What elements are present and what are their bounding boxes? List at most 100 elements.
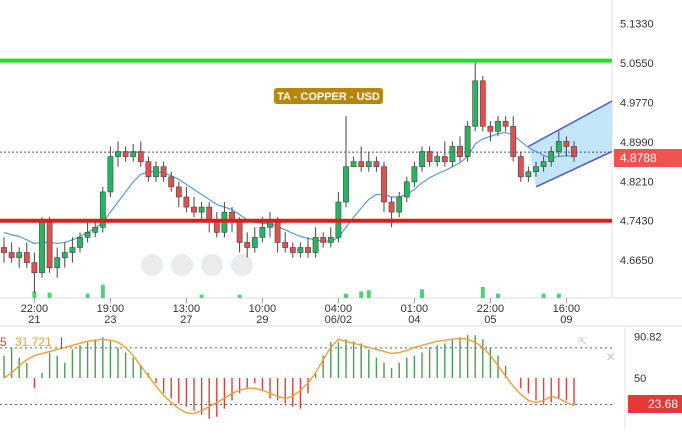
candle-down-body xyxy=(191,206,197,213)
time-tick-label: 13:00 xyxy=(173,303,201,315)
candle xyxy=(130,143,137,162)
date-tick-label: 21 xyxy=(28,314,40,326)
candle-up-body xyxy=(297,247,304,253)
candle-up-body xyxy=(92,226,99,233)
candle-down-body xyxy=(168,176,175,188)
candle-up-body xyxy=(495,120,501,132)
candle xyxy=(175,181,182,208)
candle-down-body xyxy=(282,242,289,248)
trend-channel-upper-line xyxy=(528,100,613,148)
candle xyxy=(472,60,479,132)
volume-bar xyxy=(32,291,37,298)
candle-down-body xyxy=(289,247,296,253)
candle xyxy=(495,116,501,137)
price-tick-label: 5.1330 xyxy=(620,19,654,31)
candle-up-body xyxy=(464,125,471,157)
candle xyxy=(373,156,380,172)
candle xyxy=(343,116,349,208)
volume-bar xyxy=(366,290,371,298)
candle-down-body xyxy=(31,262,38,274)
date-tick-label: 06/02 xyxy=(325,314,353,326)
candle-down-body xyxy=(122,151,129,157)
time-tick-label: 10:00 xyxy=(249,303,277,315)
candle-up-body xyxy=(419,151,425,167)
price-tick-label: 4.9770 xyxy=(620,98,654,110)
date-tick-label: 29 xyxy=(256,314,268,326)
candle xyxy=(107,146,114,197)
candle xyxy=(153,161,159,182)
candle-down-body xyxy=(373,161,380,167)
candle xyxy=(282,232,289,253)
candle-up-body xyxy=(198,206,205,213)
candle xyxy=(571,141,577,162)
oscillator-value-bg xyxy=(628,395,682,413)
price-tick-label: 4.7430 xyxy=(620,216,654,228)
nav-left-icon[interactable] xyxy=(141,254,163,276)
candle xyxy=(46,217,53,273)
close-icon[interactable]: × xyxy=(606,349,615,366)
candle-up-body xyxy=(61,252,68,258)
candle xyxy=(61,242,68,268)
volume-bar xyxy=(480,287,485,298)
candle-up-body xyxy=(396,196,403,213)
candle-down-body xyxy=(571,146,577,157)
oscillator-signal-line xyxy=(3,337,575,415)
candle-up-body xyxy=(365,161,372,167)
candle xyxy=(99,186,106,233)
date-tick-label: 27 xyxy=(180,314,192,326)
candle xyxy=(160,161,167,182)
candle xyxy=(168,171,175,192)
date-tick-label: 05 xyxy=(484,314,496,326)
candle xyxy=(426,146,433,167)
oscillator-current-value: 23.68 xyxy=(648,397,678,411)
candle xyxy=(533,161,539,177)
candle-up-body xyxy=(472,80,479,127)
date-tick-label: 09 xyxy=(560,314,572,326)
trend-channel-lower-line xyxy=(535,150,613,188)
price-tick-label: 4.8990 xyxy=(620,137,654,149)
candle-down-body xyxy=(137,151,144,162)
candle xyxy=(381,161,387,213)
candle xyxy=(312,227,319,258)
candle-down-body xyxy=(381,166,387,203)
volume-bar xyxy=(420,289,424,298)
candle-up-body xyxy=(84,232,91,238)
candle xyxy=(320,232,327,248)
candle-down-body xyxy=(563,141,570,147)
candle xyxy=(54,247,61,278)
candle xyxy=(540,156,547,172)
candle-up-body xyxy=(99,191,106,228)
candle-up-body xyxy=(267,221,273,228)
candle xyxy=(419,146,425,172)
candle xyxy=(69,237,76,263)
candle xyxy=(84,222,91,243)
volume-bar xyxy=(496,293,500,298)
oscillator-value-badge: 23.68 xyxy=(628,395,682,413)
candle-down-body xyxy=(274,221,281,243)
candle xyxy=(502,116,509,132)
candle xyxy=(449,141,456,167)
nav-right-icon[interactable] xyxy=(231,254,253,276)
candle-up-body xyxy=(434,156,441,162)
time-tick-label: 01:00 xyxy=(401,303,429,315)
date-tick-label: 04 xyxy=(408,314,420,326)
volume-bar xyxy=(237,294,242,298)
candle-up-body xyxy=(69,247,76,253)
candle xyxy=(441,141,448,167)
nav-zoom-icon[interactable] xyxy=(201,254,223,276)
candle-up-body xyxy=(312,237,319,253)
candle-down-body xyxy=(8,252,15,258)
candle-up-body xyxy=(555,141,562,152)
moving-average-line xyxy=(3,131,575,245)
candle-up-body xyxy=(540,161,547,167)
candle-up-body xyxy=(54,257,61,268)
candle-up-body xyxy=(107,156,114,193)
time-tick-label: 22:00 xyxy=(21,303,49,315)
candle xyxy=(358,146,365,172)
candle xyxy=(16,247,23,268)
candle-down-body xyxy=(479,80,486,127)
collapse-icon[interactable]: ⇱ xyxy=(578,336,587,348)
nav-move-icon[interactable] xyxy=(171,254,193,276)
time-tick-label: 19:00 xyxy=(97,303,125,315)
nav-controls xyxy=(141,254,253,276)
